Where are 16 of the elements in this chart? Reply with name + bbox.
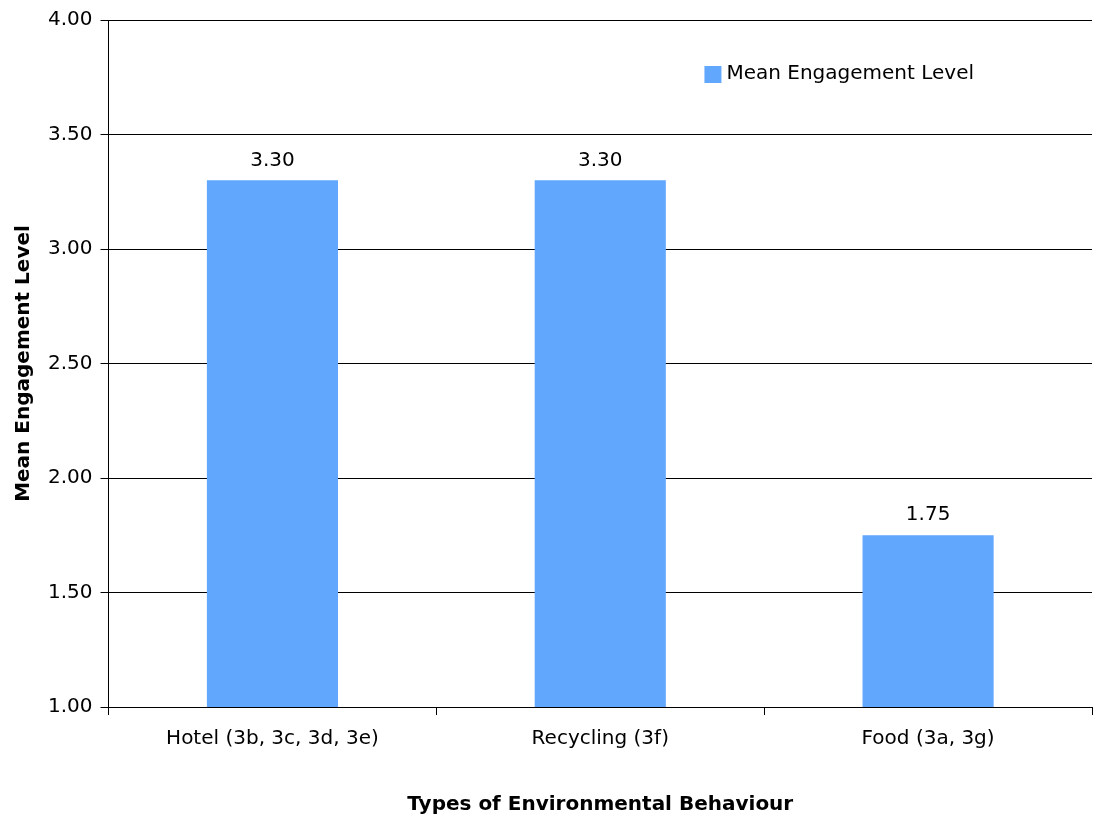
y-axis-title: Mean Engagement Level xyxy=(10,225,35,502)
x-tick-label: Food (3a, 3g) xyxy=(861,725,995,750)
y-tick-label: 2.00 xyxy=(48,464,93,489)
x-axis-title: Types of Environmental Behaviour xyxy=(407,791,794,816)
y-tick-label: 1.00 xyxy=(48,693,93,718)
y-tick-label: 3.50 xyxy=(48,120,93,145)
data-label: 1.75 xyxy=(905,501,951,526)
y-tick-label: 1.50 xyxy=(48,578,93,603)
y-tick-label: 2.50 xyxy=(48,349,93,374)
x-tick-label: Recycling (3f) xyxy=(531,725,669,750)
legend-label: Mean Engagement Level xyxy=(726,60,975,85)
data-label: 3.30 xyxy=(578,146,623,171)
data-label: 3.30 xyxy=(250,146,295,171)
x-tick-label: Hotel (3b, 3c, 3d, 3e) xyxy=(166,725,379,750)
y-tick-label: 3.00 xyxy=(48,235,93,260)
y-tick-label: 4.00 xyxy=(48,6,93,31)
